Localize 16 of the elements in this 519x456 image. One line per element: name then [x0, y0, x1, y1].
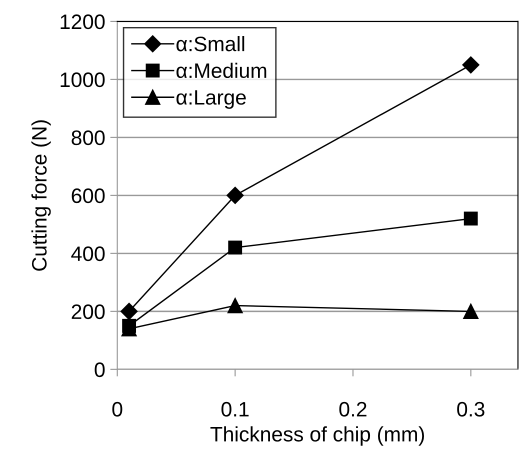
- legend-label: α:Large: [176, 90, 246, 109]
- x-axis-title: Thickness of chip (mm): [210, 426, 424, 446]
- y-axis-title: Cutting force (N): [31, 120, 51, 271]
- y-tick-label: 600: [72, 188, 105, 204]
- y-tick-label: 0: [94, 362, 105, 378]
- x-tick-label: 0: [112, 402, 122, 417]
- y-tick-label: 1000: [60, 72, 105, 88]
- legend-label: α:Medium: [176, 62, 266, 78]
- x-tick-label: 0.2: [339, 402, 366, 417]
- x-tick-label: 0.1: [221, 402, 249, 417]
- y-tick-label: 800: [72, 130, 105, 146]
- y-tick-label: 400: [71, 246, 105, 262]
- legend-label: α:Small: [176, 36, 244, 52]
- x-tick-label: 0.3: [457, 402, 484, 417]
- y-tick-label: 1200: [60, 14, 105, 30]
- y-tick-label: 200: [72, 304, 105, 320]
